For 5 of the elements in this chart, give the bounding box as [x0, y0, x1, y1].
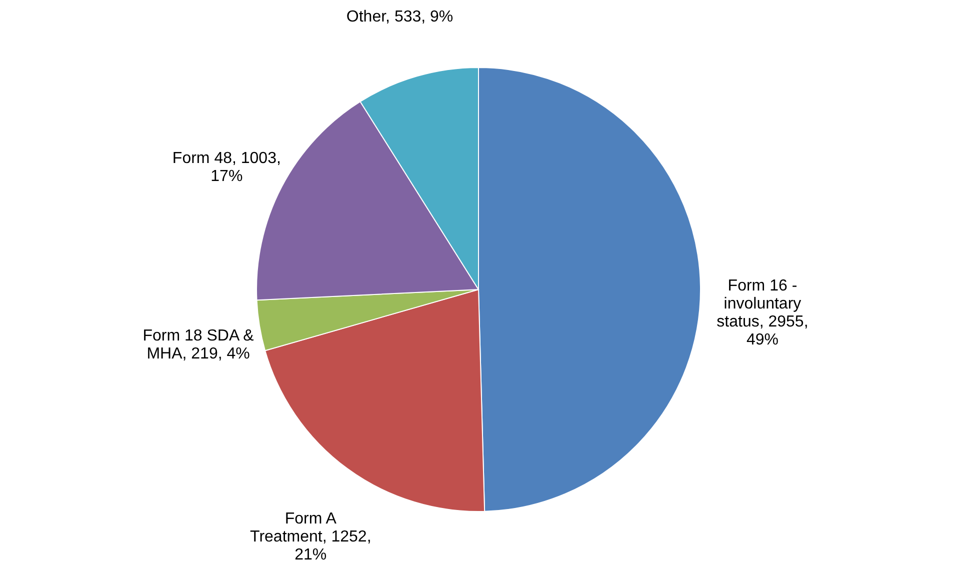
slice-label: Form 48, 1003, 17%: [172, 150, 281, 186]
slice-label: Form A Treatment, 1252, 21%: [250, 510, 372, 564]
slice-label: Form 16 - involuntary status, 2955, 49%: [716, 278, 808, 349]
slice-label: Form 18 SDA & MHA, 219, 4%: [142, 328, 254, 363]
slice-label: Other, 533, 9%: [346, 8, 454, 26]
